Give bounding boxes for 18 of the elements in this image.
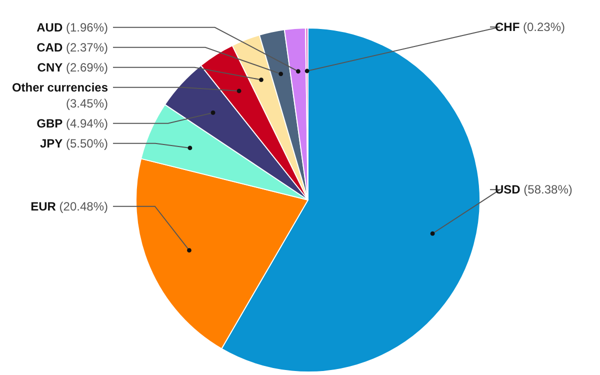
data-label: (1.96%): [62, 20, 108, 34]
slice-label: JPY: [40, 136, 63, 150]
slice-label: CNY: [37, 60, 63, 74]
data-label: (4.94%): [62, 116, 108, 130]
data-label: (0.23%): [520, 20, 566, 34]
data-label: (2.37%): [62, 40, 108, 54]
slice-label: EUR: [30, 199, 56, 214]
slice-label: AUD: [36, 20, 63, 34]
slice-label: CHF: [495, 20, 520, 34]
data-label: (2.69%): [62, 60, 108, 74]
slice-label: Other currencies: [12, 80, 108, 94]
slice-label: GBP: [36, 116, 63, 130]
data-label: (5.50%): [62, 136, 108, 150]
slice-label: CAD: [36, 40, 63, 54]
data-label: (20.48%): [56, 199, 108, 214]
data-label: (58.38%): [520, 182, 572, 197]
data-label: (3.45%): [66, 96, 108, 110]
slice-label: USD: [495, 182, 521, 197]
